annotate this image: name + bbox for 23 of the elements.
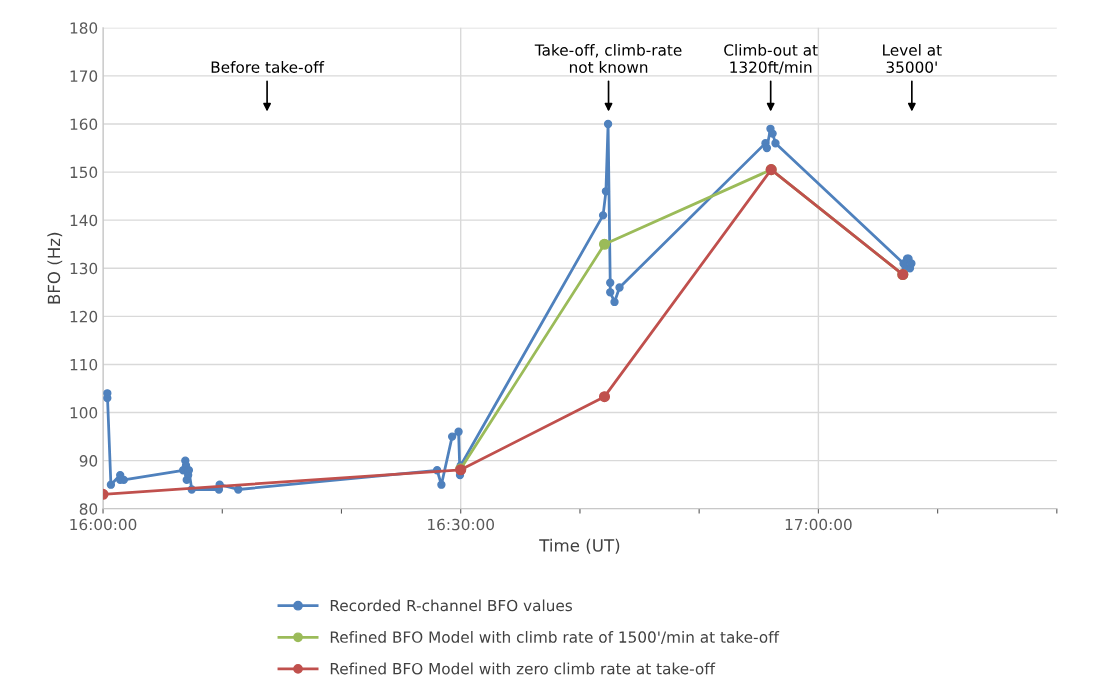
annotation: Climb-out at 1320ft/min [724,44,818,75]
x-tick-label: 16:00:00 [70,518,137,531]
y-tick-label: 90 [79,455,98,467]
x-tick-label: 17:00:00 [785,518,852,531]
y-tick-label: 110 [70,358,98,371]
annotation: Before take-off [211,61,325,73]
y-tick-label: 150 [70,166,98,179]
y-tick-label: 140 [70,214,98,227]
y-tick-label: 160 [70,118,98,131]
x-axis-title: Time (UT) [539,538,620,554]
x-tick-label: 16:30:00 [428,518,495,531]
y-axis-title: BFO (Hz) [47,232,63,304]
legend-label: Refined BFO Model with zero climb rate at take-off [330,662,716,675]
y-tick-label: 170 [70,70,98,82]
legend-label: Recorded R-channel BFO values [330,599,573,612]
y-tick-label: 130 [70,262,98,275]
y-tick-label: 120 [70,310,98,323]
annotation: Take-off, climb-rate not known [534,44,682,73]
y-tick-label: 80 [79,503,98,515]
y-tick-label: 180 [70,22,98,34]
annotation: Level at 35000' [883,44,942,73]
y-tick-label: 100 [70,407,98,419]
legend-label: Refined BFO Model with climb rate of 1500'/min at take-off [330,631,780,645]
